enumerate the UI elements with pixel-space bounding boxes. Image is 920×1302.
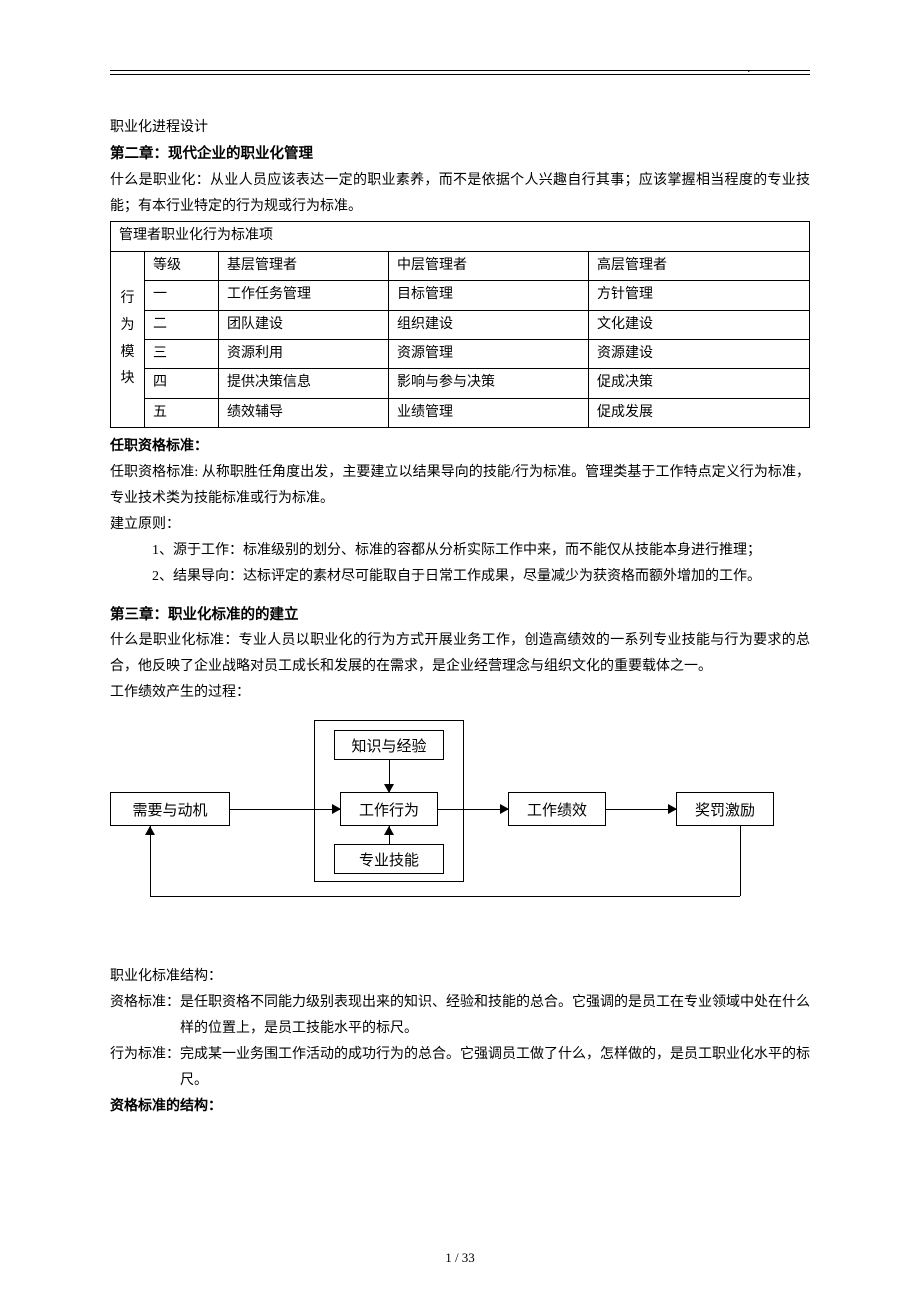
principle-2: 2、结果导向：达标评定的素材尽可能取自于日常工作成果，尽量减少为获资格而额外增加… (110, 564, 810, 590)
std-item-1-text: 是任职资格不同能力级别表现出来的知识、经验和技能的总合。它强调的是员工在专业领域… (180, 995, 810, 1036)
row-group-char-1: 为 (121, 318, 135, 333)
cell: 一 (145, 281, 219, 310)
cell: 团队建设 (219, 310, 389, 339)
row-group-label: 行 为 模 块 (111, 251, 145, 427)
std-item-2-text: 完成某一业务围工作活动的成功行为的总合。它强调员工做了什么，怎样做的，是员工职业… (180, 1047, 810, 1088)
table-row: 二 团队建设 组织建设 文化建设 (111, 310, 810, 339)
flow-node-perf: 工作绩效 (508, 792, 606, 826)
table-caption: 管理者职业化行为标准项 (111, 222, 810, 251)
std-sub-heading: 资格标准的结构： (110, 1094, 810, 1120)
pre-title: 职业化进程设计 (110, 115, 810, 141)
cell: 方针管理 (589, 281, 810, 310)
col-middle: 中层管理者 (389, 251, 589, 280)
cell: 资源管理 (389, 340, 589, 369)
header-rule-1 (110, 70, 810, 71)
cell: 绩效辅导 (219, 398, 389, 427)
edge-perf-reward (606, 809, 676, 810)
cell: 组织建设 (389, 310, 589, 339)
flow-node-need: 需要与动机 (110, 792, 230, 826)
table-row: 一 工作任务管理 目标管理 方针管理 (111, 281, 810, 310)
table-caption-row: 管理者职业化行为标准项 (111, 222, 810, 251)
page-footer: 1 / 33 (0, 1250, 920, 1266)
cell: 资源利用 (219, 340, 389, 369)
chapter2-title: 第二章：现代企业的职业化管理 (110, 141, 810, 168)
cell: 影响与参与决策 (389, 369, 589, 398)
std-item-1: 资格标准：是任职资格不同能力级别表现出来的知识、经验和技能的总合。它强调的是员工… (110, 990, 810, 1042)
qual-heading: 任职资格标准： (110, 434, 810, 460)
table-row: 五 绩效辅导 业绩管理 促成发展 (111, 398, 810, 427)
manager-table: 管理者职业化行为标准项 行 为 模 块 等级 基层管理者 中层管理者 高层管理者… (110, 221, 810, 428)
col-senior: 高层管理者 (589, 251, 810, 280)
cell: 三 (145, 340, 219, 369)
feedback-bottom (150, 896, 740, 897)
flow-node-reward: 奖罚激励 (676, 792, 774, 826)
cell: 提供决策信息 (219, 369, 389, 398)
std-item-2-label: 行为标准： (110, 1047, 180, 1062)
cell: 促成发展 (589, 398, 810, 427)
header-dot: . (748, 64, 751, 75)
std-item-2: 行为标准：完成某一业务围工作活动的成功行为的总合。它强调员工做了什么，怎样做的，… (110, 1042, 810, 1094)
cell: 二 (145, 310, 219, 339)
flow-node-skill: 专业技能 (334, 844, 444, 874)
principle-1: 1、源于工作：标准级别的划分、标准的容都从分析实际工作中来，而不能仅从技能本身进… (110, 538, 810, 564)
proc-label: 工作绩效产生的过程： (110, 680, 810, 706)
edge-need-behav (230, 809, 340, 810)
principle-label: 建立原则： (110, 512, 810, 538)
cell: 四 (145, 369, 219, 398)
cell: 文化建设 (589, 310, 810, 339)
row-group-char-0: 行 (121, 291, 135, 306)
cell: 五 (145, 398, 219, 427)
chapter3-title: 第三章：职业化标准的的建立 (110, 602, 810, 629)
feedback-down (740, 826, 741, 896)
arrow-up-icon (145, 826, 155, 835)
col-level: 等级 (145, 251, 219, 280)
cell: 工作任务管理 (219, 281, 389, 310)
row-group-char-2: 模 (121, 345, 135, 360)
chapter2-para1: 什么是职业化：从业人员应该表达一定的职业素养，而不是依据个人兴趣自行其事；应该掌… (110, 168, 810, 220)
std-item-1-label: 资格标准： (110, 995, 180, 1010)
arrow-up-icon (384, 826, 394, 835)
document-page: . 职业化进程设计 第二章：现代企业的职业化管理 什么是职业化：从业人员应该表达… (0, 0, 920, 1302)
chapter3-para1: 什么是职业化标准：专业人员以职业化的行为方式开展业务工作，创造高绩效的一系列专业… (110, 628, 810, 680)
edge-behav-perf (438, 809, 508, 810)
feedback-up (150, 826, 151, 896)
cell: 目标管理 (389, 281, 589, 310)
qual-para: 任职资格标准: 从称职胜任角度出发，主要建立以结果导向的技能/行为标准。管理类基… (110, 460, 810, 512)
flowchart: 需要与动机 知识与经验 工作行为 专业技能 工作绩效 奖罚激励 (110, 714, 810, 914)
col-junior: 基层管理者 (219, 251, 389, 280)
table-header-row: 行 为 模 块 等级 基层管理者 中层管理者 高层管理者 (111, 251, 810, 280)
cell: 促成决策 (589, 369, 810, 398)
header-rule-2 (110, 74, 810, 75)
flow-node-know: 知识与经验 (334, 730, 444, 760)
table-row: 四 提供决策信息 影响与参与决策 促成决策 (111, 369, 810, 398)
cell: 资源建设 (589, 340, 810, 369)
flow-node-behav: 工作行为 (340, 792, 438, 826)
std-struct-heading: 职业化标准结构： (110, 964, 810, 990)
cell: 业绩管理 (389, 398, 589, 427)
table-row: 三 资源利用 资源管理 资源建设 (111, 340, 810, 369)
row-group-char-3: 块 (121, 371, 135, 386)
